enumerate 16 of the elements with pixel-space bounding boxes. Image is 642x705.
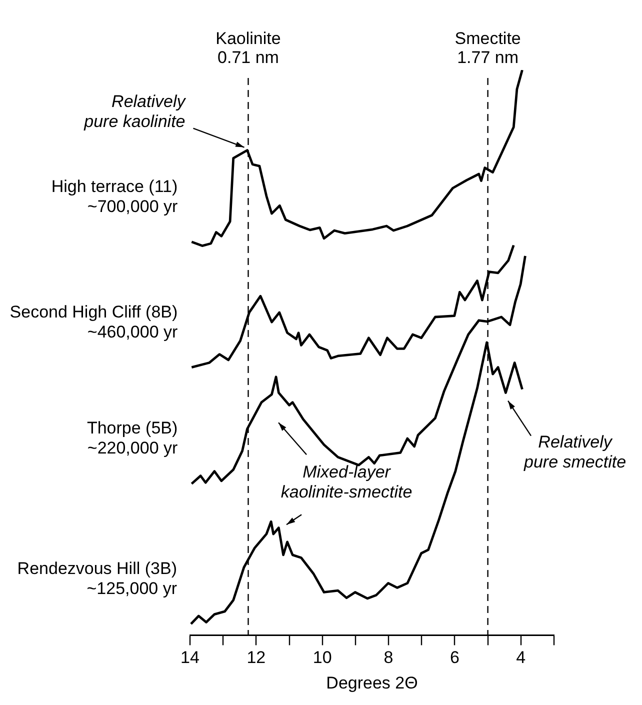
x-tick-label: 12	[246, 648, 266, 668]
annotation: Mixed-layer kaolinite-smectite	[280, 462, 412, 502]
x-tick-label: 10	[312, 648, 332, 668]
x-tick-label: 6	[450, 648, 460, 668]
x-tick-label: 14	[180, 648, 200, 668]
series-label: Thorpe (5B) ~220,000 yr	[86, 418, 178, 458]
ref-line-label: Smectite 1.77 nm	[454, 29, 521, 67]
x-tick-label: 8	[384, 648, 394, 668]
series-label: Second High Cliff (8B) ~460,000 yr	[10, 302, 178, 342]
x-axis-title: Degrees 2Θ	[326, 673, 418, 692]
x-tick-label: 4	[516, 648, 526, 668]
annotation: Relatively pure smectite	[523, 432, 626, 472]
annotation: Relatively pure kaolinite	[83, 92, 187, 131]
series-label: High terrace (11) ~700,000 yr	[51, 176, 178, 216]
ref-line-label: Kaolinite 0.71 nm	[216, 29, 281, 67]
series-label: Rendezvous Hill (3B) ~125,000 yr	[17, 558, 178, 598]
